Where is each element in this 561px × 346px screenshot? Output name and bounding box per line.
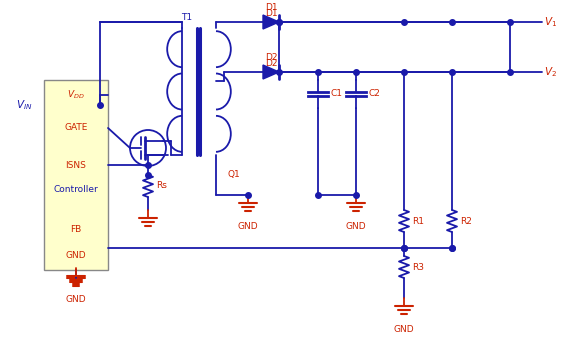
FancyBboxPatch shape <box>44 80 108 270</box>
Text: GND: GND <box>66 251 86 260</box>
Text: GND: GND <box>66 295 86 304</box>
Text: D1: D1 <box>265 3 277 12</box>
Text: GND: GND <box>346 222 366 231</box>
Text: Rs: Rs <box>156 182 167 191</box>
Polygon shape <box>263 65 279 79</box>
Text: GND: GND <box>238 222 258 231</box>
Text: R1: R1 <box>412 217 424 226</box>
Text: $\mathit{V}_{DD}$: $\mathit{V}_{DD}$ <box>67 89 85 101</box>
Text: D2: D2 <box>265 53 277 62</box>
Text: C1: C1 <box>331 90 343 99</box>
Text: Controller: Controller <box>54 185 98 194</box>
Text: C2: C2 <box>369 90 381 99</box>
Text: ISNS: ISNS <box>66 161 86 170</box>
Text: $V_{IN}$: $V_{IN}$ <box>16 98 32 112</box>
Text: $V_1$: $V_1$ <box>544 15 557 29</box>
Text: D2: D2 <box>265 59 277 68</box>
Text: $V_2$: $V_2$ <box>544 65 557 79</box>
Text: R2: R2 <box>460 217 472 226</box>
Text: GND: GND <box>394 325 415 334</box>
Text: Q1: Q1 <box>228 171 241 180</box>
Polygon shape <box>263 15 279 29</box>
Text: GATE: GATE <box>65 124 88 133</box>
Text: D1: D1 <box>265 9 277 18</box>
Text: T1: T1 <box>181 13 192 22</box>
Text: R3: R3 <box>412 263 424 272</box>
Text: FB: FB <box>70 226 81 235</box>
